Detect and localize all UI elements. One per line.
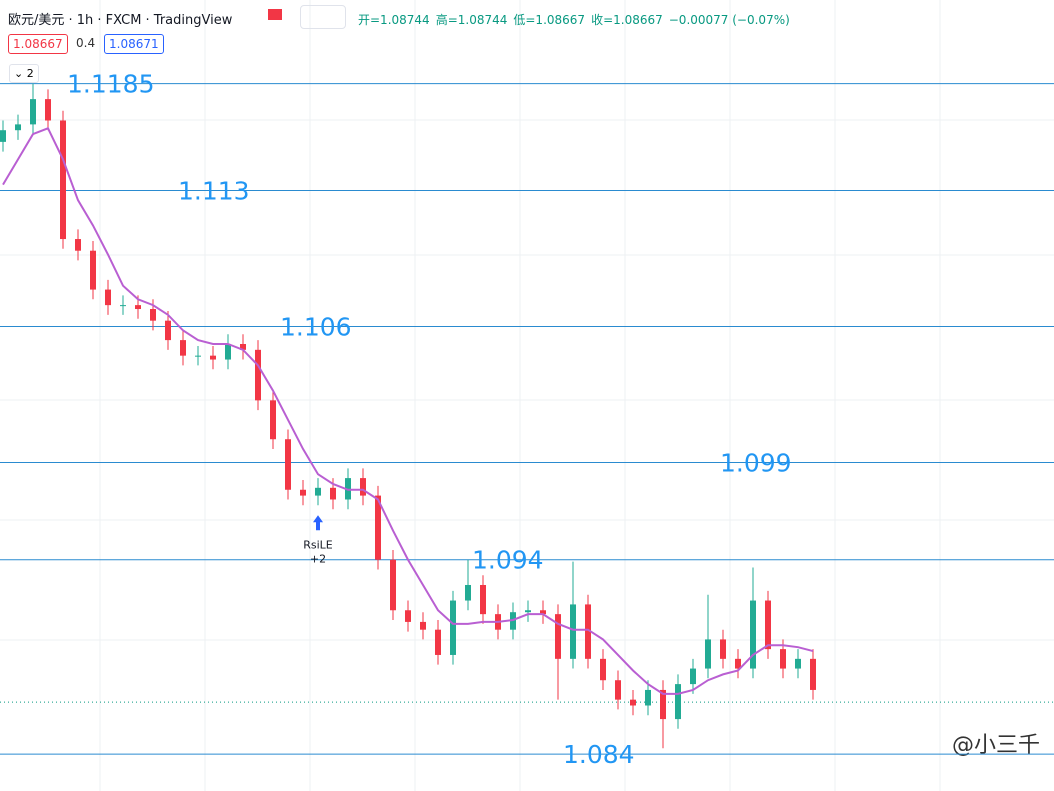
candle-body xyxy=(300,489,306,496)
candle-body xyxy=(645,689,651,706)
status-icons[interactable] xyxy=(300,5,346,29)
flag-icon[interactable] xyxy=(268,9,282,20)
candle-body xyxy=(75,239,81,251)
candle-body xyxy=(270,400,276,440)
candle-body xyxy=(315,487,321,496)
candle-body xyxy=(105,289,111,306)
signal-count: +2 xyxy=(310,552,326,565)
signal-name: RsiLE xyxy=(303,538,333,551)
candle-body xyxy=(405,610,411,622)
candle-body xyxy=(555,614,561,659)
candle-body xyxy=(525,610,531,613)
candle-body xyxy=(540,610,546,615)
candle-body xyxy=(720,639,726,659)
ask-price[interactable]: 1.08671 xyxy=(104,34,164,54)
level-label: 1.106 xyxy=(280,313,352,342)
level-label: 1.084 xyxy=(563,740,635,769)
candle-body xyxy=(735,658,741,669)
candle-body xyxy=(225,343,231,360)
candle-body xyxy=(195,355,201,357)
candle-body xyxy=(180,340,186,356)
candle-body xyxy=(165,320,171,341)
candle-body xyxy=(135,305,141,310)
candle-body xyxy=(420,621,426,630)
candle-body xyxy=(705,639,711,669)
candle-body xyxy=(660,689,666,720)
level-label: 1.094 xyxy=(472,546,544,575)
candle-body xyxy=(255,349,261,401)
candle-body xyxy=(615,680,621,700)
candle-body xyxy=(120,305,126,307)
candle-body xyxy=(360,478,366,496)
collapse-count: 2 xyxy=(26,67,34,80)
bid-price[interactable]: 1.08667 xyxy=(8,34,68,54)
candle-body xyxy=(90,250,96,290)
spread: 0.4 xyxy=(76,36,96,50)
candle-body xyxy=(795,658,801,669)
symbol-title: 欧元/美元 · 1h · FXCM · TradingView xyxy=(8,13,233,28)
level-label: 1.113 xyxy=(178,176,250,205)
candle-body xyxy=(600,658,606,681)
candle-body xyxy=(690,668,696,685)
level-label: 1.1185 xyxy=(67,70,154,99)
candle-body xyxy=(240,343,246,350)
candle-body xyxy=(210,355,216,360)
ohlc-value: 收=1.08667 xyxy=(591,13,663,27)
candle-body xyxy=(150,309,156,321)
candle-body xyxy=(435,629,441,655)
candle-body xyxy=(45,99,51,121)
candle-body xyxy=(810,658,816,690)
candle-body xyxy=(15,124,21,131)
candle-body xyxy=(390,559,396,611)
candle-body xyxy=(60,120,66,240)
level-label: 1.099 xyxy=(720,449,792,478)
candle-body xyxy=(30,99,36,125)
candle-body xyxy=(765,600,771,650)
candle-body xyxy=(375,495,381,560)
candle-body xyxy=(0,130,6,142)
collapse-button[interactable]: ⌄ 2 xyxy=(9,64,39,83)
candle-body xyxy=(675,684,681,720)
candle-body xyxy=(480,584,486,615)
ohlc-value: 高=1.08744 xyxy=(435,13,508,27)
ohlc-value: −0.00077 (−0.07%) xyxy=(668,13,790,27)
candle-body xyxy=(585,604,591,659)
ohlc-value: 低=1.08667 xyxy=(513,13,586,27)
candle-body xyxy=(750,600,756,669)
ohlc-row: 开=1.08744 高=1.08744 低=1.08667 收=1.08667 −0.0… xyxy=(358,11,796,28)
signal-arrow xyxy=(313,515,323,531)
candle-body xyxy=(285,439,291,490)
candle-body xyxy=(330,487,336,500)
candle-body xyxy=(780,649,786,669)
candle-body xyxy=(450,600,456,655)
candle-body xyxy=(465,584,471,601)
ohlc-value: 开=1.08744 xyxy=(358,13,430,27)
moving-average xyxy=(2,127,814,695)
candle-body xyxy=(630,699,636,706)
candle-body xyxy=(570,604,576,659)
